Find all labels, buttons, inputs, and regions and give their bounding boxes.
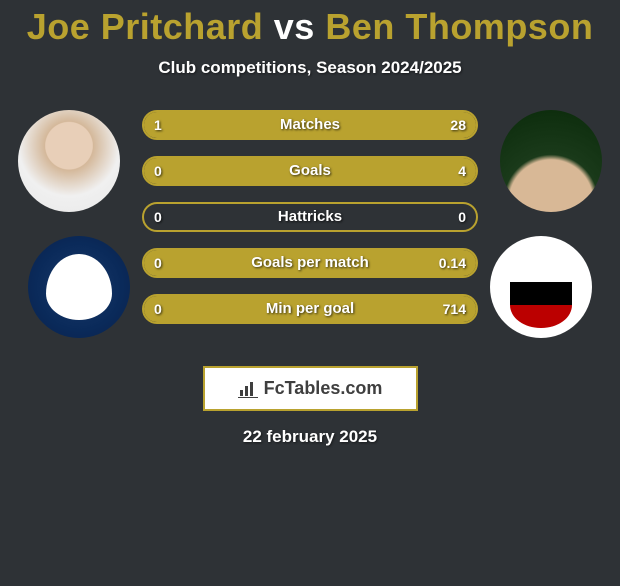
stat-value-left: 0 xyxy=(154,204,162,230)
compare-area: Matches128Goals04Hattricks00Goals per ma… xyxy=(10,110,610,350)
page-title: Joe Pritchard vs Ben Thompson xyxy=(10,6,610,48)
stat-bars: Matches128Goals04Hattricks00Goals per ma… xyxy=(142,110,478,340)
stat-label: Matches xyxy=(144,112,476,138)
player1-name: Joe Pritchard xyxy=(27,6,264,47)
stat-bar: Min per goal0 714 xyxy=(142,294,478,324)
stat-bar: Hattricks0 0 xyxy=(142,202,478,232)
stat-bar: Goals0 4 xyxy=(142,156,478,186)
player1-club-crest xyxy=(28,236,130,338)
brand-box[interactable]: FcTables.com xyxy=(203,366,418,411)
stat-value-right: 28 xyxy=(450,112,466,138)
stat-value-right: 4 xyxy=(458,158,466,184)
stat-value-right: 0 xyxy=(458,204,466,230)
stat-value-left: 0 xyxy=(154,296,162,322)
stat-label: Goals xyxy=(144,158,476,184)
date-label: 22 february 2025 xyxy=(10,427,610,447)
chart-icon xyxy=(238,380,258,398)
stat-bar: Matches1 28 xyxy=(142,110,478,140)
stat-bar: Goals per match0 0.14 xyxy=(142,248,478,278)
subtitle: Club competitions, Season 2024/2025 xyxy=(10,58,610,78)
vs-separator: vs xyxy=(263,6,325,47)
player2-avatar xyxy=(500,110,602,212)
brand-label: FcTables.com xyxy=(264,378,383,399)
comparison-card: Joe Pritchard vs Ben Thompson Club compe… xyxy=(0,6,620,447)
player2-club-crest xyxy=(490,236,592,338)
stat-value-left: 1 xyxy=(154,112,162,138)
stat-value-left: 0 xyxy=(154,250,162,276)
stat-value-right: 0.14 xyxy=(439,250,466,276)
player2-name: Ben Thompson xyxy=(325,6,593,47)
stat-label: Min per goal xyxy=(144,296,476,322)
stat-value-right: 714 xyxy=(443,296,466,322)
player1-avatar xyxy=(18,110,120,212)
stat-label: Hattricks xyxy=(144,204,476,230)
stat-label: Goals per match xyxy=(144,250,476,276)
stat-value-left: 0 xyxy=(154,158,162,184)
